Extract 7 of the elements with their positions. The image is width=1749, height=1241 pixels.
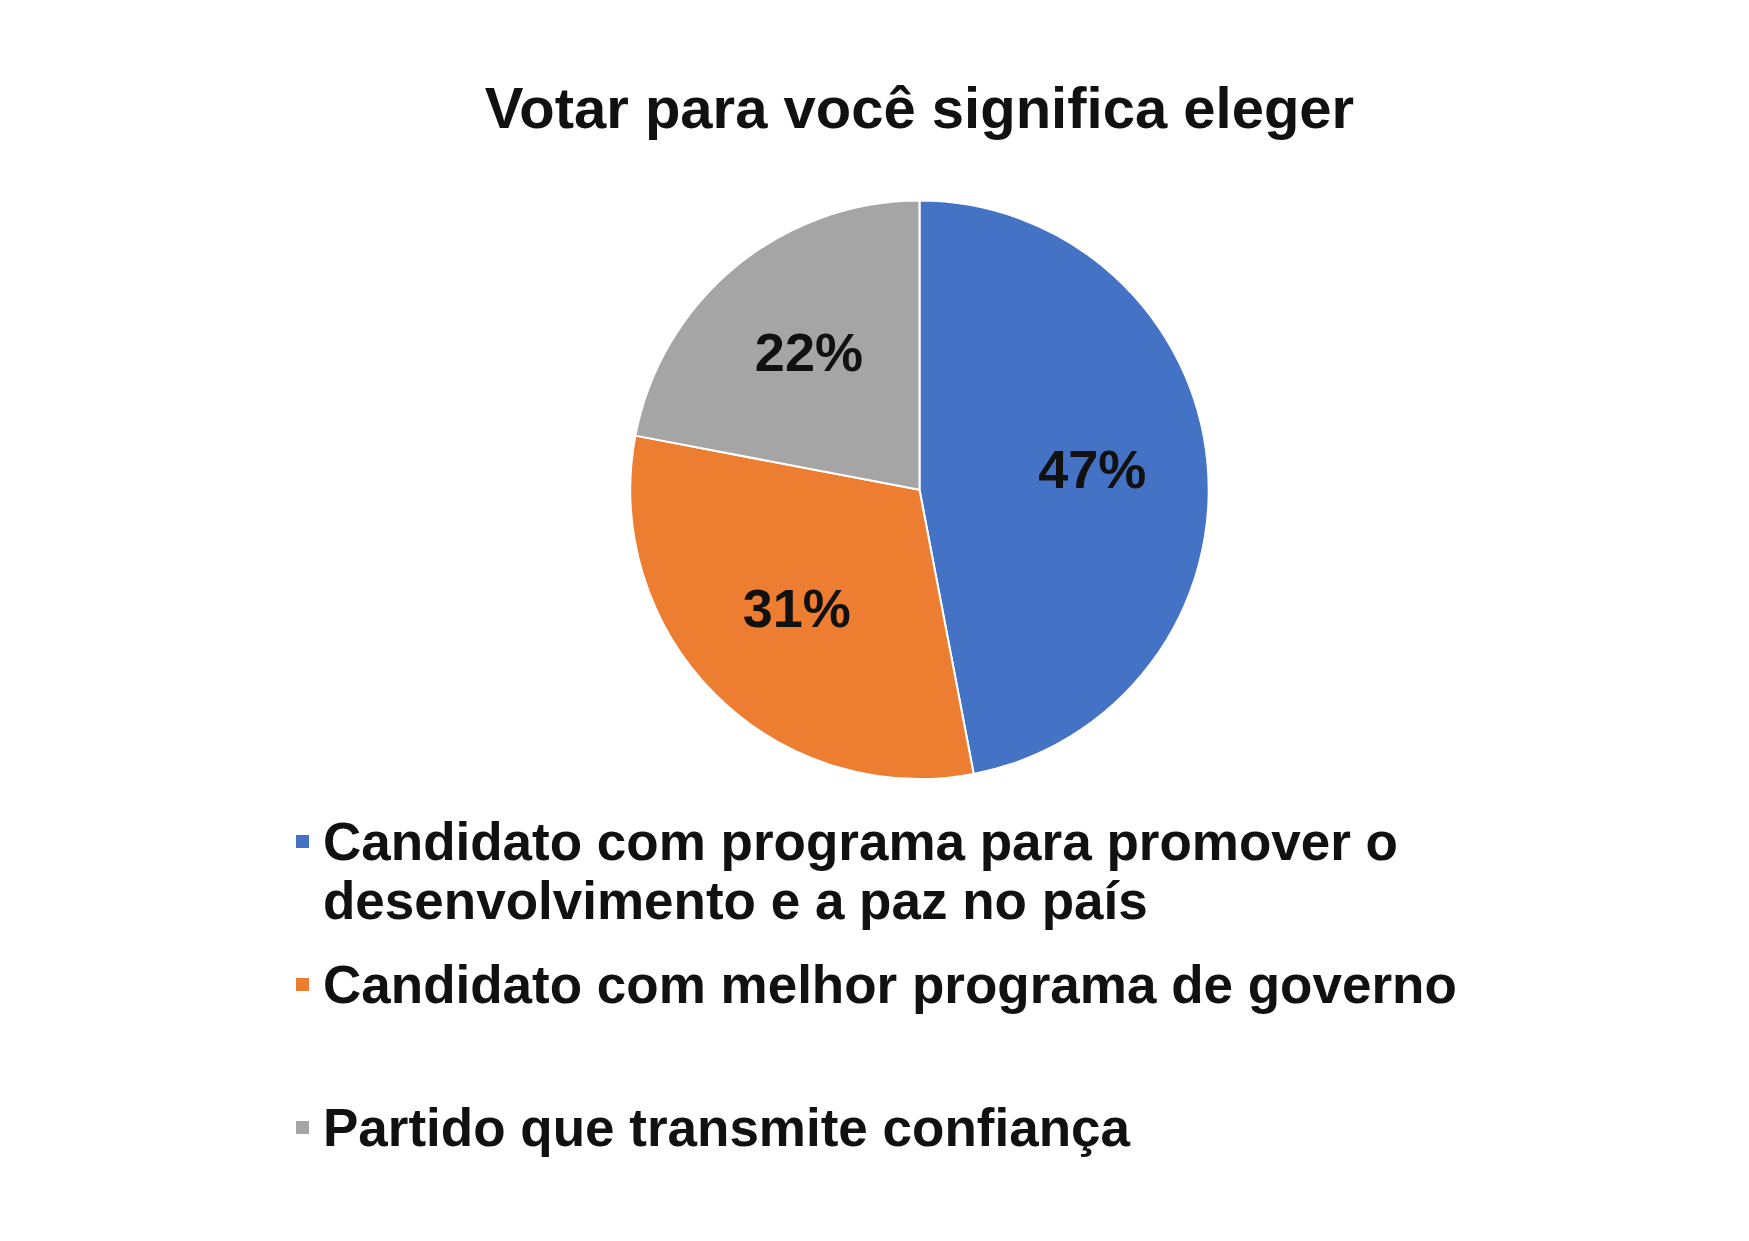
data-label: 31% [742, 578, 851, 639]
chart-title: Votar para você significa eleger [484, 74, 1355, 140]
data-label: 47% [1038, 439, 1147, 500]
data-label: 22% [754, 321, 863, 382]
legend-label: Partido que transmite confiança [323, 1098, 1132, 1157]
legend-label: Candidato com programa para promover o desenvolvimento e a paz no país [323, 812, 1399, 930]
legend-label: Candidato com melhor programa de governo [323, 955, 1458, 1014]
